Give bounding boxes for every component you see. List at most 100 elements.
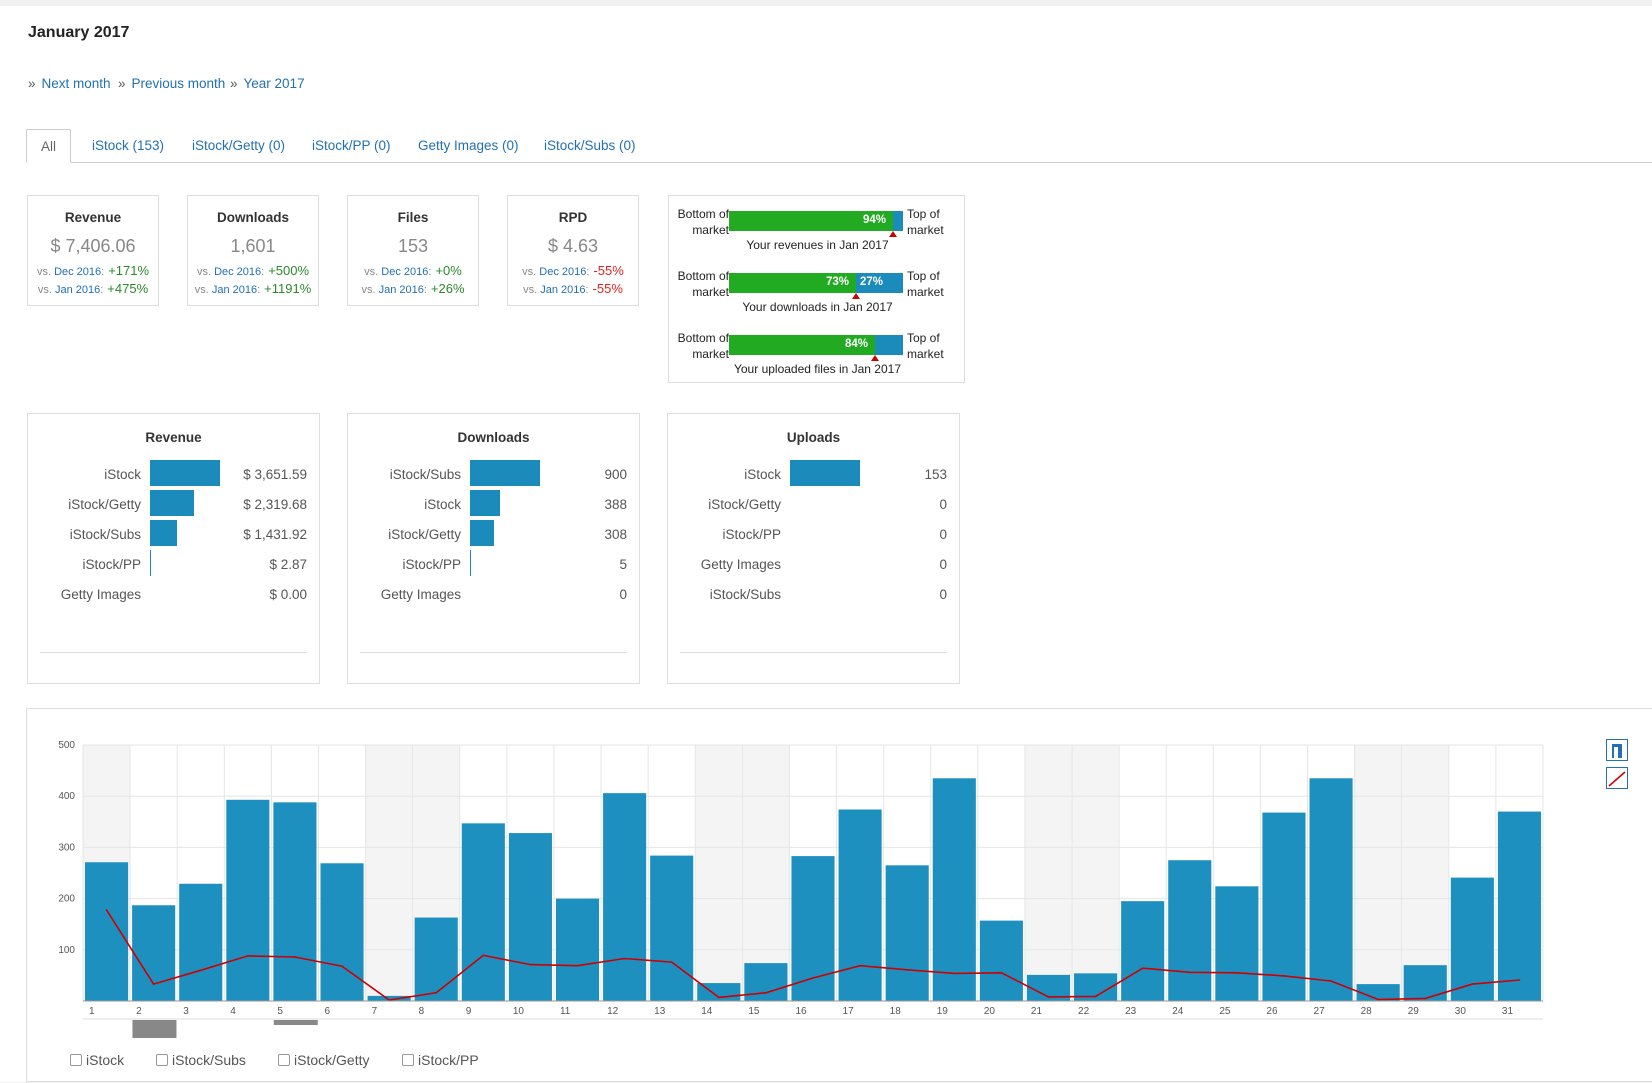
kpi-period-link[interactable]: Dec 2016 [214, 266, 262, 278]
x-tick-label: 23 [1125, 1006, 1137, 1017]
kpi-period-link[interactable]: Jan 2016 [54, 284, 101, 296]
checkbox-icon[interactable] [402, 1054, 414, 1066]
bar [1168, 860, 1212, 1001]
x-tick-label: 4 [230, 1006, 236, 1017]
y-tick-label: 500 [58, 740, 75, 751]
line-point [199, 969, 202, 972]
tab-istock-subs[interactable]: iStock/Subs (0) [544, 138, 636, 153]
market-caption: Your uploaded files in Jan 2017 [733, 362, 902, 376]
panel-title: Uploads [786, 430, 841, 445]
checkbox-icon[interactable] [70, 1054, 82, 1066]
market-right-label: Top of market [907, 207, 944, 237]
breakdown-bar [470, 520, 494, 546]
line-point [812, 977, 814, 979]
market-caption: Your downloads in Jan 2017 [742, 300, 893, 314]
bar [179, 883, 223, 1001]
line-point [1000, 972, 1003, 974]
legend-istock[interactable]: iStock [70, 1052, 124, 1068]
weekend-band [1024, 745, 1073, 1001]
market-left-label: Bottom of market [677, 269, 729, 299]
kpi-period-link[interactable]: Jan 2016 [211, 284, 258, 296]
checkbox-icon[interactable] [156, 1054, 168, 1066]
kpi-period-link[interactable]: Dec 2016 [54, 266, 102, 278]
checkbox-icon[interactable] [278, 1054, 290, 1066]
breakdown-bar [150, 520, 177, 546]
x-tick-label: 2 [136, 1006, 142, 1017]
tab-getty-images[interactable]: Getty Images (0) [418, 138, 519, 153]
previous-month-link[interactable]: » Previous month [118, 76, 226, 91]
x-tick-label: 17 [843, 1006, 855, 1017]
breakdown-row: iStock/Subs $ 1,431.92 [28, 519, 319, 549]
year-link[interactable]: » Year 2017 [230, 76, 305, 91]
bar [1262, 812, 1306, 1001]
market-marker-icon [852, 293, 860, 299]
line-chart-icon[interactable] [1606, 767, 1628, 789]
bar [744, 963, 788, 1001]
kpi-title: Files [397, 210, 429, 225]
y-tick-label: 100 [58, 945, 75, 956]
y-tick-label: 200 [58, 894, 75, 905]
line-point [435, 992, 438, 994]
market-left-label: Bottom of market [677, 331, 729, 361]
x-tick-label: 31 [1502, 1006, 1514, 1017]
legend-istock-getty[interactable]: iStock/Getty [278, 1052, 369, 1068]
market-right-label: Top of market [907, 269, 944, 299]
next-month-link[interactable]: » Next month [28, 76, 111, 91]
weekend-band [695, 745, 743, 1001]
line-point [1094, 995, 1097, 998]
tab-all[interactable]: All [26, 129, 72, 163]
bar [320, 863, 364, 1001]
bar [1309, 778, 1353, 1001]
navigator-range [273, 1020, 318, 1025]
kpi-revenue: Revenue $ 7,406.06 vs. Dec 2016: +171% vs… [27, 195, 159, 306]
kpi-value: $ 7,406.06 [50, 236, 136, 256]
x-tick-label: 3 [183, 1006, 189, 1017]
market-row-downloads: Bottom of market 73% 27% Top of market Y… [669, 258, 966, 318]
x-tick-label: 11 [560, 1006, 571, 1017]
legend-istock-subs[interactable]: iStock/Subs [156, 1052, 246, 1068]
tab-istock-pp[interactable]: iStock/PP (0) [312, 138, 391, 153]
bar [461, 823, 505, 1001]
weekend-band [742, 745, 790, 1001]
line-point [1518, 979, 1521, 981]
kpi-period-link[interactable]: Dec 2016 [381, 266, 429, 278]
line-point [1236, 972, 1238, 974]
tab-istock[interactable]: iStock (153) [92, 138, 165, 153]
bar [414, 917, 458, 1001]
x-tick-label: 6 [324, 1006, 330, 1017]
market-green-label: 94% [863, 214, 887, 226]
kpi-period-link[interactable]: Jan 2016 [540, 284, 586, 296]
breakdown-bar [470, 460, 540, 486]
market-bar: 73% 27% [729, 273, 903, 293]
x-tick-label: 24 [1172, 1006, 1184, 1017]
kpi-value: $ 4.63 [547, 236, 599, 256]
line-point [1188, 971, 1191, 974]
weekend-band [365, 745, 413, 1001]
tabs-divider [26, 162, 1652, 163]
breakdown-row: iStock 388 [348, 489, 639, 519]
legend-istock-pp[interactable]: iStock/PP [402, 1052, 479, 1068]
bar-chart-icon[interactable] [1606, 739, 1628, 761]
line-point [906, 968, 908, 971]
raquo-icon: » [230, 76, 238, 91]
bar [1403, 965, 1447, 1001]
x-tick-label: 1 [89, 1006, 95, 1017]
breakdown-bar [150, 460, 220, 486]
bar [932, 778, 976, 1001]
x-tick-label: 27 [1314, 1006, 1326, 1017]
bar [1356, 984, 1400, 1001]
market-bar-fill [729, 273, 856, 293]
panel-title: Downloads [457, 430, 530, 445]
kpi-title: Downloads [216, 210, 289, 225]
breakdown-bar [470, 550, 471, 576]
kpi-period-link[interactable]: Jan 2016 [378, 284, 424, 296]
tab-istock-getty[interactable]: iStock/Getty (0) [192, 138, 286, 153]
bar [791, 856, 835, 1001]
bar [85, 862, 129, 1001]
kpi-period-link[interactable]: Dec 2016 [539, 266, 587, 278]
market-bar: 94% [729, 211, 903, 231]
market-right-label: Top of market [907, 331, 944, 361]
line-point [953, 972, 956, 975]
market-row-uploads: Bottom of market 84% Top of market Your … [669, 320, 966, 380]
bar [367, 995, 411, 1001]
